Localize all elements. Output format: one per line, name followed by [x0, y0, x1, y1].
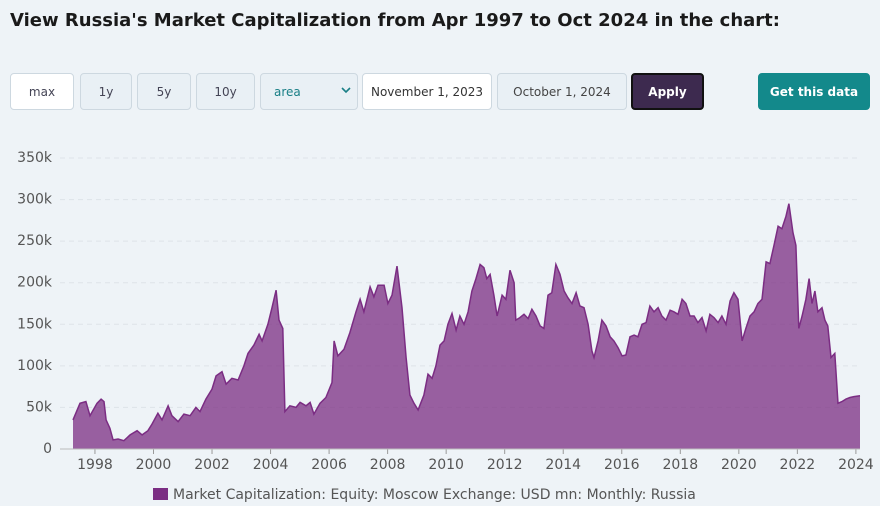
chart-type-select[interactable]: area [260, 73, 358, 110]
y-tick-label: 100k [17, 358, 53, 374]
range-button[interactable]: 10y [196, 73, 255, 110]
x-tick-label: 2024 [838, 457, 874, 473]
x-tick-label: 2018 [662, 457, 698, 473]
heading: View Russia's Market Capitalization from… [10, 10, 780, 31]
y-tick-label: 150k [17, 316, 53, 332]
get-data-button[interactable]: Get this data [758, 73, 870, 110]
end-date[interactable]: October 1, 2024 [497, 73, 627, 110]
x-tick-label: 2004 [253, 457, 289, 473]
y-tick-label: 350k [17, 150, 53, 166]
start-date[interactable]: November 1, 2023 [362, 73, 492, 110]
x-tick-label: 2000 [136, 457, 172, 473]
y-tick-label: 0 [43, 441, 52, 457]
x-tick-label: 2012 [487, 457, 523, 473]
legend-swatch [153, 488, 168, 500]
x-tick-label: 2006 [311, 457, 347, 473]
range-button[interactable]: 5y [137, 73, 191, 110]
chevron [341, 87, 351, 94]
y-tick-label: 50k [26, 399, 53, 415]
legend-label: Market Capitalization: Equity: Moscow Ex… [173, 487, 696, 503]
x-tick-label: 2010 [428, 457, 464, 473]
x-tick-label: 2020 [721, 457, 757, 473]
area-fill [73, 203, 860, 449]
apply-button[interactable]: Apply [631, 73, 704, 110]
x-tick-label: 2022 [780, 457, 816, 473]
x-tick-label: 1998 [77, 457, 113, 473]
area-line [72, 203, 861, 442]
y-tick-label: 300k [17, 192, 53, 208]
x-tick-label: 2016 [604, 457, 640, 473]
x-tick-label: 2014 [545, 457, 581, 473]
range-button[interactable]: max [10, 73, 74, 110]
y-tick-label: 200k [17, 275, 53, 291]
select-value: area [274, 84, 301, 99]
x-tick-label: 2008 [370, 457, 406, 473]
range-button[interactable]: 1y [80, 73, 132, 110]
x-tick-label: 2002 [194, 457, 230, 473]
y-tick-label: 250k [17, 233, 53, 249]
